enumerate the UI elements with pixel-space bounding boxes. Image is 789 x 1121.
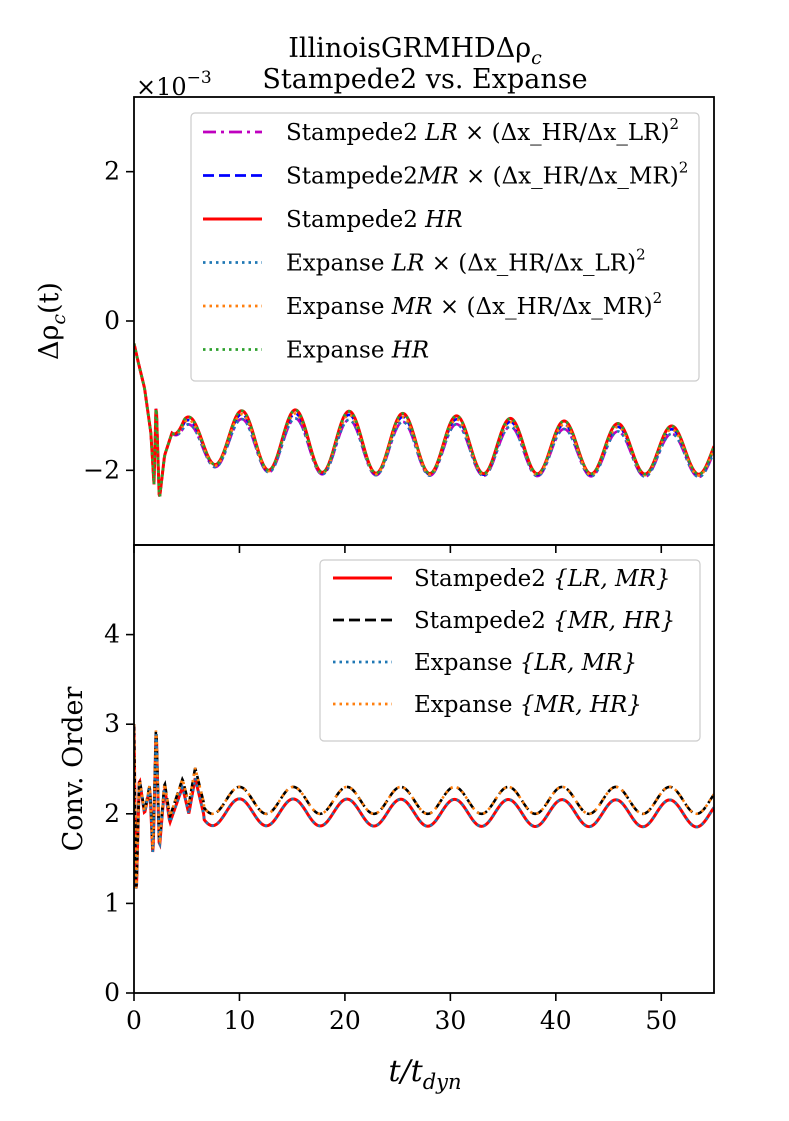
- legend-label: Stampede2 {MR, HR}: [414, 608, 675, 634]
- top-legend: Stampede2 LR × (Δx_HR/Δx_LR)2 Stampede2MR…: [190, 112, 700, 382]
- y-tick-label: 2: [104, 799, 120, 828]
- x-tick-label: 0: [126, 1006, 142, 1035]
- bottom-y-ticks: 0 1 2 3 4: [104, 620, 134, 1007]
- bottom-panel: 0 1 2 3 4 0 10 20 30 40 50 Conv. Order Stampede2 …: [58, 544, 715, 1035]
- legend-label: Stampede2 HR: [286, 207, 463, 233]
- bottom-series-lines: [134, 724, 714, 889]
- offset-label: ×10−3: [136, 68, 212, 101]
- y-tick-label: 4: [104, 620, 120, 649]
- x-ticks: 0 10 20 30 40 50: [126, 545, 677, 1035]
- top-y-axis-label-main: Δρ: [34, 325, 65, 360]
- offset-label-exponent: −3: [187, 68, 212, 88]
- bottom-y-axis-label: Conv. Order: [58, 687, 89, 852]
- top-y-ticks: −2 0 2: [83, 157, 134, 484]
- top-y-axis-label: Δρc(t): [34, 282, 70, 360]
- bottom-legend-box: [319, 559, 701, 742]
- top-y-axis-label-tail: (t): [34, 282, 65, 314]
- bottom-axes-frame: [133, 544, 715, 994]
- x-axis-label-sub: dyn: [423, 1070, 462, 1094]
- y-tick-label: 0: [104, 306, 120, 335]
- chart-title-line1: IllinoisGRMHDΔρc: [288, 33, 542, 69]
- series-line-top-4: [134, 343, 714, 497]
- top-panel: −2 0 2 Δρc(t) Stampede2 LR × (Δx_HR/Δx_LR)…: [34, 96, 715, 546]
- top-y-axis-label-sub: c: [48, 314, 70, 325]
- series-line-top-3: [134, 343, 714, 497]
- chart-title-main: IllinoisGRMHDΔρ: [288, 33, 531, 64]
- x-axis-label: t/tdyn: [388, 1054, 461, 1094]
- bottom-legend: Stampede2 {LR, MR} Stampede2 {MR, HR} Expa…: [319, 559, 701, 742]
- legend-label: Expanse {MR, HR}: [414, 692, 642, 718]
- x-tick-label: 50: [645, 1006, 677, 1035]
- x-tick-label: 40: [540, 1006, 572, 1035]
- top-series-lines: [134, 343, 714, 497]
- legend-label: Expanse {LR, MR}: [414, 650, 637, 676]
- legend-label: Stampede2MR × (Δx_HR/Δx_MR)2: [286, 159, 688, 190]
- x-axis-label-main: t/t: [388, 1054, 423, 1089]
- y-tick-label: 2: [104, 157, 120, 186]
- legend-label: Expanse HR: [286, 338, 429, 364]
- series-line-bottom-3: [134, 724, 714, 889]
- series-line-top-5: [134, 343, 714, 497]
- chart-title-line2: Stampede2 vs. Expanse: [262, 64, 587, 95]
- y-tick-label: −2: [83, 455, 120, 484]
- y-tick-label: 1: [104, 888, 120, 917]
- legend-label: Stampede2 {LR, MR}: [414, 566, 671, 592]
- x-tick-label: 20: [329, 1006, 361, 1035]
- x-tick-label: 30: [434, 1006, 466, 1035]
- x-tick-label: 10: [224, 1006, 256, 1035]
- chart-title-subscript: c: [531, 47, 542, 69]
- y-tick-label: 3: [104, 709, 120, 738]
- top-legend-box: [190, 112, 700, 382]
- y-tick-label: 0: [104, 978, 120, 1007]
- legend-label: Stampede2 LR × (Δx_HR/Δx_LR)2: [286, 115, 679, 146]
- legend-label: Expanse MR × (Δx_HR/Δx_MR)2: [286, 289, 662, 320]
- legend-label: Expanse LR × (Δx_HR/Δx_LR)2: [286, 246, 646, 277]
- series-line-bottom-2: [134, 724, 714, 889]
